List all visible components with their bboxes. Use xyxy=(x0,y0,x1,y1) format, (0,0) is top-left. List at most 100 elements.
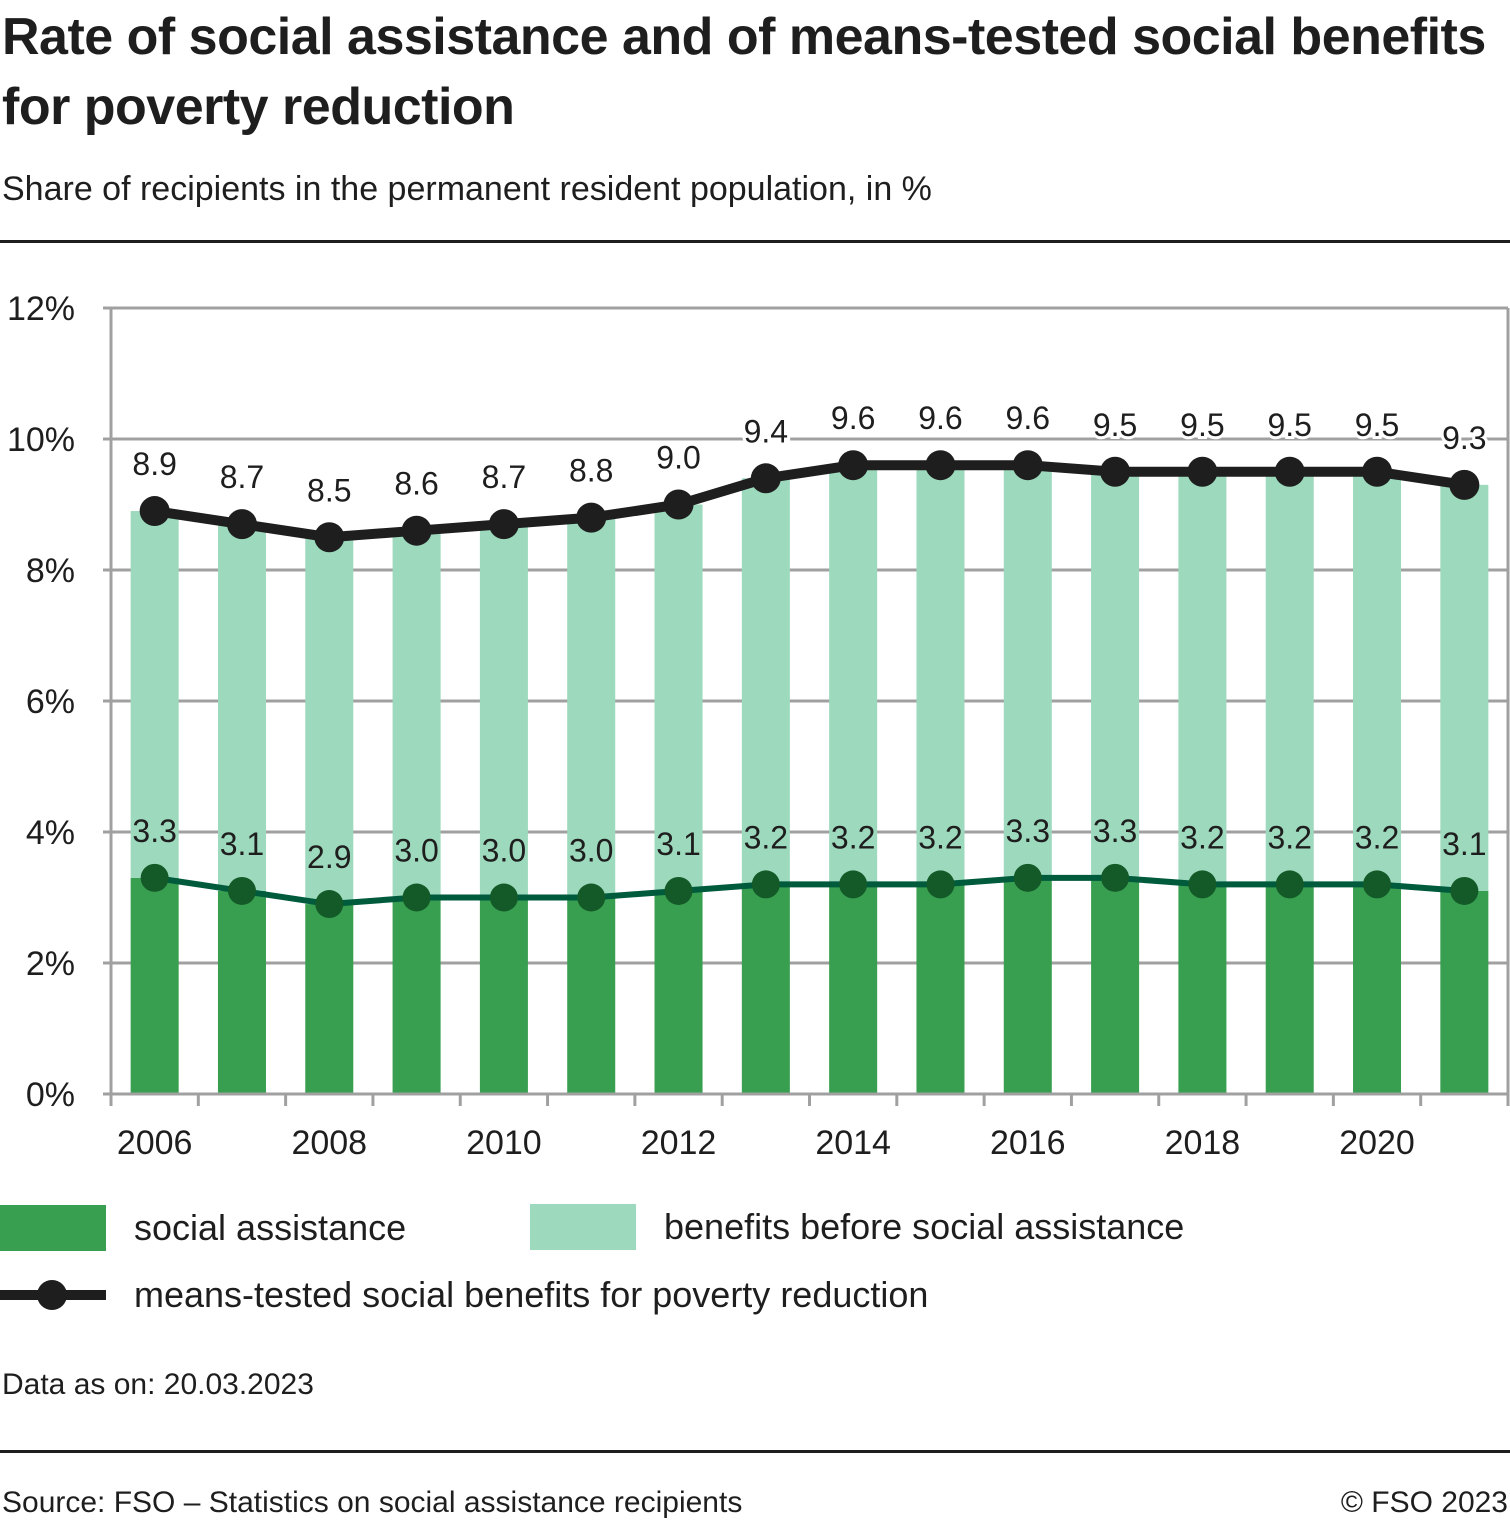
data-label-social-assistance: 3.0 xyxy=(482,833,526,869)
marker-means-tested xyxy=(314,522,345,553)
y-tick-label: 6% xyxy=(26,683,75,721)
marker-social-assistance xyxy=(577,883,606,912)
data-label-means-tested: 8.9 xyxy=(132,446,176,482)
bar-social-assistance xyxy=(1353,884,1402,1094)
marker-social-assistance xyxy=(926,870,955,899)
y-tick-label: 12% xyxy=(7,290,75,328)
header-divider xyxy=(0,240,1510,243)
x-tick-label: 2012 xyxy=(641,1124,717,1162)
data-label-means-tested: 8.7 xyxy=(220,459,264,495)
data-label-means-tested: 9.3 xyxy=(1442,420,1486,456)
bar-social-assistance xyxy=(392,897,441,1094)
bar-benefits-before xyxy=(1178,471,1227,885)
marker-means-tested xyxy=(1362,456,1393,487)
data-labels: 8.9 8.7 8.5 8.6 8.7 8.8 9.0 9.4 9.6 9.6 9.6 9.5 9.5 9… xyxy=(129,397,1489,875)
data-label-social-assistance: 3.1 xyxy=(220,826,264,862)
data-label-social-assistance: 3.1 xyxy=(1442,826,1486,862)
marker-social-assistance xyxy=(315,890,344,919)
legend-swatch-social-assistance xyxy=(0,1205,106,1251)
data-label-social-assistance: 3.2 xyxy=(1355,819,1399,855)
x-tick-label: 2014 xyxy=(815,1124,891,1162)
x-tick-label: 2006 xyxy=(117,1124,193,1162)
data-label-means-tested: 9.5 xyxy=(1093,407,1137,443)
legend-swatch-benefits-before xyxy=(530,1204,636,1250)
data-label-means-tested: 9.5 xyxy=(1180,407,1224,443)
y-tick-label: 0% xyxy=(26,1076,75,1114)
marker-means-tested xyxy=(1449,469,1480,500)
bar-social-assistance xyxy=(1091,877,1140,1094)
data-label-social-assistance: 3.0 xyxy=(569,833,613,869)
bar-benefits-before xyxy=(829,465,878,885)
x-tick-label: 2010 xyxy=(466,1124,542,1162)
marker-means-tested xyxy=(750,463,781,494)
data-label-means-tested: 9.0 xyxy=(656,440,700,476)
bar-benefits-before xyxy=(567,517,616,898)
legend-label: means-tested social benefits for poverty… xyxy=(134,1274,929,1315)
data-label-means-tested: 9.4 xyxy=(744,413,788,449)
data-label-social-assistance: 3.0 xyxy=(394,833,438,869)
axes: 0% 2% 4% 6% 8% 10% 12% 2006 2008 2010 2012 2014 2016… xyxy=(7,290,1510,1162)
bar-benefits-before xyxy=(217,524,266,891)
bar-benefits-before xyxy=(305,537,354,905)
bar-benefits-before xyxy=(1353,471,1402,885)
data-label-social-assistance: 3.2 xyxy=(918,819,962,855)
bar-benefits-before xyxy=(654,504,703,891)
bar-social-assistance xyxy=(1003,877,1052,1094)
bar-benefits-before xyxy=(741,478,790,885)
x-tick-label: 2020 xyxy=(1339,1124,1415,1162)
data-label-means-tested: 9.5 xyxy=(1267,407,1311,443)
marker-means-tested xyxy=(838,450,869,481)
marker-social-assistance xyxy=(489,883,518,912)
marker-means-tested xyxy=(1012,450,1043,481)
bar-benefits-before xyxy=(130,511,179,878)
bar-benefits-before xyxy=(1440,484,1489,891)
marker-social-assistance xyxy=(1275,870,1304,899)
data-label-social-assistance: 3.3 xyxy=(1093,813,1137,849)
chart-subtitle: Share of recipients in the permanent res… xyxy=(2,170,932,208)
bar-benefits-before xyxy=(392,530,441,898)
data-label-means-tested: 8.5 xyxy=(307,472,351,508)
y-tick-label: 4% xyxy=(26,814,75,852)
bar-social-assistance xyxy=(479,897,528,1094)
data-label-means-tested: 9.6 xyxy=(1006,400,1050,436)
footer-divider xyxy=(0,1450,1510,1453)
bar-social-assistance xyxy=(130,877,179,1094)
marker-means-tested xyxy=(576,502,607,533)
marker-means-tested xyxy=(663,489,694,520)
line-means-tested xyxy=(153,460,1466,543)
bar-social-assistance xyxy=(1265,884,1314,1094)
marker-means-tested xyxy=(401,515,432,546)
bar-benefits-before xyxy=(1091,471,1140,878)
bar-benefits-before xyxy=(1003,465,1052,878)
copyright: © FSO 2023 xyxy=(1340,1486,1508,1519)
marker-means-tested xyxy=(1187,456,1218,487)
bar-social-assistance xyxy=(1178,884,1227,1094)
y-tick-label: 8% xyxy=(26,552,75,590)
marker-means-tested xyxy=(925,450,956,481)
bar-social-assistance xyxy=(567,897,616,1094)
data-label-social-assistance: 3.2 xyxy=(744,819,788,855)
y-tick-label: 2% xyxy=(26,945,75,983)
marker-social-assistance xyxy=(402,883,431,912)
data-label-means-tested: 9.5 xyxy=(1355,407,1399,443)
marker-means-tested xyxy=(488,509,519,540)
legend-item-means-tested: means-tested social benefits for poverty… xyxy=(0,1272,928,1318)
legend-label: social assistance xyxy=(134,1207,407,1248)
data-date-note: Data as on: 20.03.2023 xyxy=(2,1368,314,1401)
bar-social-assistance xyxy=(1440,890,1489,1094)
marker-social-assistance xyxy=(664,876,693,905)
marker-social-assistance xyxy=(1188,870,1217,899)
bar-benefits-before xyxy=(916,465,965,885)
bar-benefits-before xyxy=(1265,471,1314,885)
chart-plot: 0% 2% 4% 6% 8% 10% 12% 2006 2008 2010 2012 2014 2016… xyxy=(7,290,1510,1162)
series-lines xyxy=(139,450,1480,919)
x-tick-label: 2008 xyxy=(291,1124,367,1162)
marker-social-assistance xyxy=(1101,863,1130,892)
legend-item-benefits-before: benefits before social assistance xyxy=(530,1204,1184,1250)
bar-social-assistance xyxy=(741,884,790,1094)
data-label-social-assistance: 3.3 xyxy=(132,813,176,849)
bar-social-assistance xyxy=(654,890,703,1094)
bars xyxy=(130,465,1489,1094)
marker-means-tested xyxy=(139,496,170,527)
chart-title: Rate of social assistance and of means-t… xyxy=(2,8,1486,136)
